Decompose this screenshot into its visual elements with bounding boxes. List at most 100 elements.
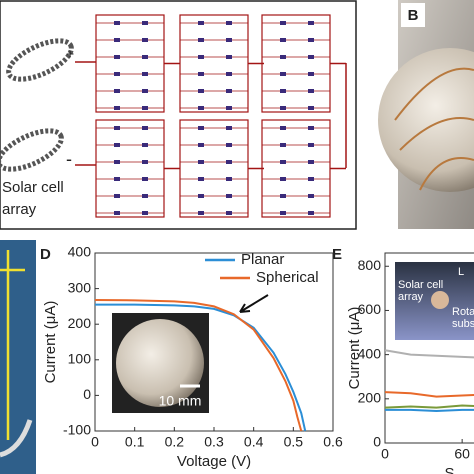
diode (226, 194, 232, 198)
diode (198, 160, 204, 164)
x-tick-label: 0.3 (204, 434, 224, 450)
y-tick-label: 200 (68, 315, 92, 331)
sphere-traces (394, 67, 474, 191)
panel-label: E (332, 246, 342, 263)
diode (114, 21, 120, 25)
diode (226, 72, 232, 76)
x-axis-label: Voltage (V) (177, 453, 251, 470)
diode (308, 126, 314, 130)
diode (142, 72, 148, 76)
diode (280, 194, 286, 198)
diode (198, 194, 204, 198)
inset-label: subst (452, 318, 474, 330)
y-tick-label: -100 (63, 422, 91, 438)
scale-label: 10 mm (159, 393, 202, 409)
diagram-label: array (2, 201, 37, 218)
diode (142, 143, 148, 147)
diode (308, 106, 314, 110)
diode (308, 89, 314, 93)
diode (308, 211, 314, 215)
diode (226, 211, 232, 215)
diode (142, 177, 148, 181)
diode (114, 177, 120, 181)
diode (226, 38, 232, 42)
diode (114, 211, 120, 215)
series-line (385, 408, 474, 412)
diode (114, 106, 120, 110)
x-tick-label: 60 (454, 446, 470, 462)
x-tick-label: 0.5 (284, 434, 304, 450)
diode (280, 21, 286, 25)
panel-label: B (408, 7, 419, 24)
label-box (401, 3, 425, 27)
diode (226, 143, 232, 147)
diode (198, 21, 204, 25)
diode (308, 21, 314, 25)
diode (114, 143, 120, 147)
x-tick-label: 0.4 (244, 434, 264, 450)
diode (226, 89, 232, 93)
y-tick-label: 800 (358, 257, 382, 273)
series-line (384, 404, 474, 409)
inset-label: Rota (452, 306, 474, 318)
x-tick-label: 0 (91, 434, 99, 450)
plus-sign: + (66, 46, 74, 62)
diode (142, 55, 148, 59)
panel-a (0, 0, 357, 230)
diode (308, 72, 314, 76)
diode (226, 126, 232, 130)
diode (226, 21, 232, 25)
diode (142, 106, 148, 110)
arrow (239, 294, 269, 313)
minus-sign: - (66, 149, 72, 169)
series-line (384, 349, 474, 359)
diode (280, 72, 286, 76)
diode (280, 55, 286, 59)
diode (198, 89, 204, 93)
diode (308, 194, 314, 198)
diode (142, 160, 148, 164)
diode (308, 160, 314, 164)
diode (280, 160, 286, 164)
diode (280, 177, 286, 181)
diode (142, 21, 148, 25)
diode (308, 143, 314, 147)
y-tick-label: 0 (373, 434, 381, 450)
series-line (95, 303, 307, 432)
x-tick-label: 0.1 (125, 434, 145, 450)
circuit (0, 14, 347, 218)
y-tick-label: 400 (68, 244, 92, 260)
y-tick-label: 400 (358, 345, 382, 361)
diode (142, 211, 148, 215)
x-tick-label: 0.6 (323, 434, 343, 450)
inset-label: Solar cell (398, 279, 443, 291)
inset-label: array (398, 291, 424, 303)
diode (280, 126, 286, 130)
y-tick-label: 200 (358, 390, 382, 406)
diode (280, 89, 286, 93)
light-path (0, 250, 25, 440)
diode (142, 126, 148, 130)
y-axis-label: Current (μA) (346, 307, 363, 390)
diode (308, 38, 314, 42)
panel-label: D (40, 246, 51, 263)
diode (280, 106, 286, 110)
diode (114, 55, 120, 59)
diode (280, 211, 286, 215)
diode (198, 211, 204, 215)
diode (308, 177, 314, 181)
diode (114, 160, 120, 164)
diode (114, 89, 120, 93)
sphere-photo (378, 48, 474, 192)
diode (198, 143, 204, 147)
x-tick-label: 0.2 (165, 434, 185, 450)
x-tick-label: 0 (381, 446, 389, 462)
diode (114, 72, 120, 76)
diode (114, 194, 120, 198)
diode (114, 38, 120, 42)
y-tick-label: 300 (68, 279, 92, 295)
series-line (94, 298, 303, 432)
diode (142, 194, 148, 198)
diode (198, 38, 204, 42)
